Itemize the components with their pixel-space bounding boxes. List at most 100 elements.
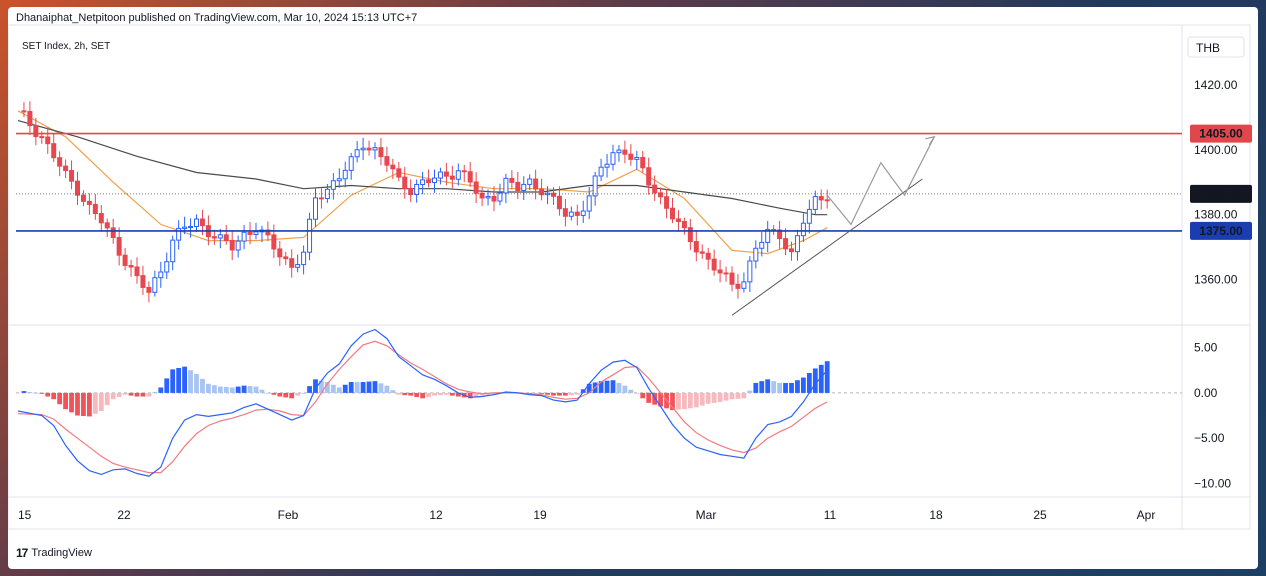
macd-histogram-bar: [640, 392, 646, 399]
candle-body: [515, 181, 521, 191]
macd-histogram-bar: [652, 392, 658, 405]
candle-body: [384, 156, 390, 166]
candle-body: [378, 147, 384, 158]
candle-body: [402, 176, 408, 190]
candle-body: [533, 178, 539, 190]
macd-tick-label: −5.00: [1194, 431, 1225, 445]
macd-histogram-bar: [765, 379, 771, 393]
candle-body: [176, 227, 182, 241]
macd-histogram-bar: [533, 392, 539, 394]
macd-histogram-bar: [170, 369, 176, 393]
candle-body: [824, 199, 830, 202]
candle-body: [229, 240, 235, 251]
candle-body: [461, 170, 467, 173]
macd-histogram-bar: [670, 392, 675, 411]
candle-body: [521, 183, 527, 191]
macd-histogram-bar: [420, 392, 425, 399]
last-price-tag: [1190, 184, 1252, 203]
macd-histogram-bar: [557, 392, 562, 396]
macd-histogram-bar: [438, 392, 443, 396]
currency-button[interactable]: [1187, 36, 1245, 58]
candle-body: [432, 177, 437, 183]
candle-body: [301, 251, 307, 266]
macd-histogram-bar: [473, 392, 479, 397]
candle-body: [318, 197, 324, 200]
macd-histogram-bar: [449, 392, 455, 396]
candle-body: [170, 239, 176, 263]
date-tick-label: 19: [533, 508, 547, 522]
candle-body: [628, 153, 634, 160]
macd-histogram-bar: [200, 378, 205, 393]
tradingview-logo-icon: 17: [16, 546, 28, 560]
candle-body: [265, 229, 271, 236]
macd-histogram-bar: [485, 392, 491, 396]
macd-histogram-bar: [283, 392, 289, 398]
macd-histogram-bar: [771, 381, 777, 393]
macd-histogram-bar: [414, 392, 420, 397]
candle-body: [116, 237, 122, 256]
trendline[interactable]: [731, 178, 923, 316]
macd-histogram-bar: [360, 382, 366, 393]
date-tick-label: Feb: [278, 508, 299, 522]
candle-body: [128, 264, 134, 268]
macd-histogram-bar: [735, 392, 741, 399]
macd-histogram-bar: [366, 381, 372, 393]
candle-body: [759, 241, 765, 249]
currency-label: THB: [1196, 41, 1220, 55]
chart-canvas[interactable]: SET Index, 2h, SET THB 1420.00 1400.00 1380.…: [8, 7, 1258, 569]
candle-body: [449, 175, 455, 180]
date-tick-label: 15: [18, 508, 32, 522]
macd-histogram-bar: [777, 382, 782, 393]
candle-body: [753, 247, 759, 262]
macd-histogram-bar: [140, 392, 146, 397]
candle-body: [21, 110, 27, 113]
macd-histogram-bar: [182, 366, 187, 393]
macd-histogram-bar: [98, 392, 104, 411]
date-tick-label: 25: [1033, 508, 1047, 522]
macd-histogram-bar: [545, 392, 550, 395]
support-price-label: 1375.00: [1199, 224, 1243, 238]
date-tick-label: Apr: [1137, 508, 1156, 522]
candle-body: [437, 171, 443, 179]
candle-body: [241, 231, 247, 242]
candle-body: [443, 171, 449, 177]
candle-body: [247, 231, 253, 235]
candle-body: [104, 222, 110, 229]
macd-histogram-bar: [21, 391, 27, 393]
candle-body: [794, 235, 800, 253]
macd-histogram-bar: [271, 392, 277, 395]
price-tick-label: 1380.00: [1194, 208, 1238, 222]
candle-body: [658, 192, 664, 198]
symbol-title: SET Index, 2h, SET: [22, 41, 110, 52]
support-price-tag: [1190, 221, 1252, 240]
macd-histogram-bar: [39, 392, 45, 394]
candle-body: [158, 271, 164, 279]
candle-body: [420, 179, 426, 185]
candle-body: [646, 167, 652, 186]
candle-body: [783, 238, 789, 250]
candle-body: [217, 234, 223, 239]
macd-tick-label: 0.00: [1194, 386, 1218, 400]
candle-body: [675, 218, 681, 223]
projection-arrowhead-icon: [925, 135, 936, 146]
macd-histogram-bar: [699, 392, 705, 406]
candle-body: [503, 177, 509, 194]
candle-body: [598, 166, 604, 177]
candle-body: [51, 143, 57, 159]
candle-body: [63, 165, 69, 172]
candle-body: [366, 147, 372, 151]
brand-label: TradingView: [31, 547, 92, 559]
candle-body: [146, 286, 152, 293]
candle-body: [562, 208, 568, 217]
candle-body: [670, 207, 675, 220]
macd-histogram-bar: [687, 392, 693, 409]
date-tick-label: Mar: [696, 508, 717, 522]
projection-path[interactable]: [826, 136, 935, 226]
macd-histogram-bar: [194, 373, 199, 393]
candle-body: [271, 234, 277, 250]
candle-body: [818, 196, 824, 201]
candle-body: [479, 192, 485, 199]
macd-histogram-bar: [539, 392, 544, 394]
macd-histogram-bar: [801, 377, 806, 393]
candle-body: [307, 218, 313, 253]
